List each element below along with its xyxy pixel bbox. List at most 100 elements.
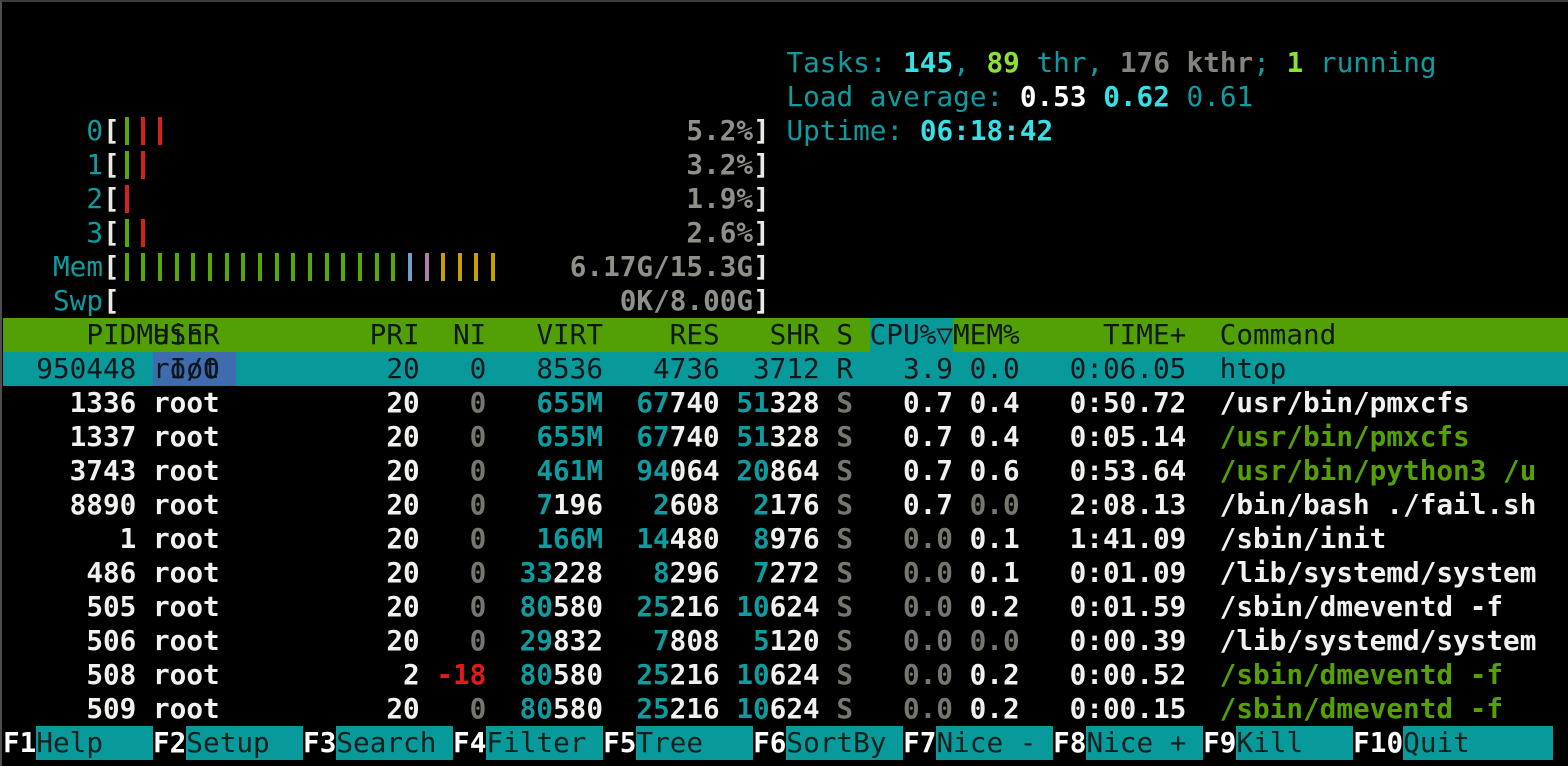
text-segment: 228 bbox=[552, 556, 603, 589]
cell-mem: 0.2 bbox=[953, 590, 1020, 624]
cell-ni: 0 bbox=[436, 386, 487, 420]
text-segment: 0 bbox=[469, 352, 487, 385]
table-row[interactable]: 3743 root 20 0 461M 94064 20864 S 0.7 0.6 0:53.64/… bbox=[3, 454, 1568, 488]
text-segment: 0 bbox=[469, 386, 487, 419]
cell-cmd: /usr/bin/python3 /u bbox=[1220, 454, 1568, 488]
load-average-line: Load average: 0.53 0.62 0.61 bbox=[786, 80, 1436, 114]
fkey-f9[interactable]: F9 Kill bbox=[1203, 726, 1354, 760]
text-segment: 20 bbox=[386, 556, 420, 589]
fkey-f10[interactable]: F10 Quit bbox=[1353, 726, 1520, 760]
table-row[interactable]: 1 root 20 0 166M 14480 8976 S 0.0 0.1 1:41.09/sbin… bbox=[3, 522, 1568, 556]
text-segment: 0 bbox=[469, 556, 487, 589]
fbar-filler bbox=[1519, 726, 1554, 760]
text-segment: /usr/bin/python3 /u bbox=[1219, 454, 1537, 487]
cell-user: root bbox=[153, 454, 303, 488]
fkey-f3[interactable]: F3 Search bbox=[303, 726, 454, 760]
uptime-line: Uptime: 06:18:42 bbox=[786, 114, 1436, 148]
meter-bar bbox=[402, 253, 420, 281]
cell-res: 8296 bbox=[620, 556, 720, 590]
text-segment: 94 bbox=[636, 454, 670, 487]
text-segment: 196 bbox=[552, 488, 603, 521]
text-segment: S bbox=[836, 522, 853, 555]
table-row[interactable]: 486 root 20 0 33228 8296 7272 S 0.0 0.1 0:01.09/li… bbox=[3, 556, 1568, 590]
cell-cmd: htop bbox=[1220, 352, 1568, 386]
column-header-time[interactable]: TIME+ bbox=[1102, 318, 1187, 351]
meter-bar bbox=[153, 117, 170, 145]
system-stats: Tasks: 145, 89 thr, 176 kthr; 1 running L… bbox=[786, 46, 1436, 148]
fkey-action-label: Tree bbox=[636, 726, 754, 760]
text-segment: 176 bbox=[769, 488, 820, 521]
cell-cmd: /usr/bin/pmxcfs bbox=[1220, 420, 1568, 454]
text-segment: 505 bbox=[86, 590, 137, 623]
text-segment: 272 bbox=[769, 556, 820, 589]
column-header-cmd[interactable]: Command bbox=[1219, 318, 1337, 351]
text-segment: 4736 bbox=[652, 352, 720, 385]
table-row[interactable]: 950448 root 20 0 8536 4736 3712 R 3.9 0.0 0:06.05 h… bbox=[3, 352, 1568, 386]
text-segment: 25 bbox=[636, 590, 670, 623]
meter-3: 3[2.6%] bbox=[3, 216, 1568, 250]
column-header-res[interactable]: RES bbox=[669, 318, 720, 351]
column-header-pri[interactable]: PRI bbox=[369, 318, 420, 351]
text-segment: 0 bbox=[469, 454, 487, 487]
fkey-f1[interactable]: F1 Help bbox=[3, 726, 154, 760]
column-header-shr[interactable]: SHR bbox=[769, 318, 820, 351]
fkey-f8[interactable]: F8 Nice + bbox=[1053, 726, 1204, 760]
column-header-s[interactable]: S bbox=[836, 318, 853, 351]
column-header-cpu[interactable]: CPU%▽ bbox=[869, 318, 953, 352]
cell-s: S bbox=[836, 488, 853, 522]
table-row[interactable]: 8890 root 20 0 7196 2608 2176 S 0.7 0.0 2:08.13/bi… bbox=[3, 488, 1568, 522]
meter-bar bbox=[136, 253, 153, 281]
fkey-action-label: Setup bbox=[186, 726, 304, 760]
text-segment: S bbox=[836, 488, 853, 521]
meter-bar bbox=[186, 253, 203, 281]
table-row[interactable]: 509 root 20 0 80580 25216 10624 S 0.0 0.2 0:00.15 /… bbox=[3, 692, 1568, 726]
column-header-mem[interactable]: MEM% bbox=[952, 318, 1020, 351]
meter-bar bbox=[352, 253, 370, 281]
text-segment: htop bbox=[1219, 352, 1287, 385]
meter-value: 5.2% bbox=[686, 114, 754, 147]
text-segment: /usr/bin/pmxcfs bbox=[1219, 386, 1470, 419]
tab-io[interactable]: I/O bbox=[153, 352, 237, 386]
column-header-virt[interactable]: VIRT bbox=[536, 318, 603, 351]
cell-cmd: /sbin/dmeventd -f bbox=[1220, 658, 1568, 692]
tab-main[interactable]: Main bbox=[119, 318, 220, 352]
text-segment: S bbox=[836, 624, 853, 657]
cell-mem: 0.0 bbox=[953, 624, 1020, 658]
cell-s: S bbox=[836, 386, 853, 420]
text-segment: 461M bbox=[536, 454, 603, 487]
fkey-f4[interactable]: F4 Filter bbox=[453, 726, 604, 760]
cell-time: 0:00.15 bbox=[1053, 692, 1187, 726]
fkey-f5[interactable]: F5 Tree bbox=[603, 726, 754, 760]
table-row[interactable]: 506 root 20 0 29832 7808 5120 S 0.0 0.0 0:00.39/li… bbox=[3, 624, 1568, 658]
cell-user: root bbox=[153, 386, 303, 420]
cell-cpu: 0.0 bbox=[870, 658, 953, 692]
meter-bars bbox=[119, 253, 503, 281]
fkey-f6[interactable]: F6 SortBy bbox=[753, 726, 904, 760]
cell-cmd: /lib/systemd/system bbox=[1220, 556, 1568, 590]
cell-time: 0:00.52 bbox=[1053, 658, 1187, 692]
fkey-f7[interactable]: F7 Nice - bbox=[903, 726, 1054, 760]
text-segment: 51 bbox=[736, 386, 770, 419]
table-row[interactable]: 1337 root 20 0 655M 67740 51328 S 0.7 0.4 0:05.14 /… bbox=[3, 420, 1568, 454]
text-segment: 8 bbox=[752, 522, 770, 555]
column-header-user[interactable]: USER bbox=[152, 318, 220, 351]
cell-cpu: 0.0 bbox=[870, 522, 953, 556]
fkey-f2[interactable]: F2 Setup bbox=[153, 726, 304, 760]
text-segment: 0:06.05 bbox=[1069, 352, 1187, 385]
cell-user: root bbox=[153, 420, 303, 454]
meter-bar bbox=[119, 185, 137, 213]
table-row[interactable]: 505 root 20 0 80580 25216 10624 S 0.0 0.2 0:01.59 /… bbox=[3, 590, 1568, 624]
cell-cpu: 0.7 bbox=[870, 488, 953, 522]
text-segment: 3743 bbox=[69, 454, 137, 487]
cell-shr: 20864 bbox=[736, 454, 819, 488]
column-header-ni[interactable]: NI bbox=[452, 318, 487, 351]
meter-bar bbox=[252, 253, 270, 281]
column-header-pid[interactable]: PID bbox=[86, 318, 137, 351]
text-segment: R bbox=[836, 352, 853, 385]
meter-value: 2.6% bbox=[686, 216, 754, 249]
table-row[interactable]: 508 root 2 -18 80580 25216 10624 S 0.0 0.2 0:00.52… bbox=[3, 658, 1568, 692]
text-segment: 296 bbox=[669, 556, 720, 589]
table-row[interactable]: 1336 root 20 0 655M 67740 51328 S 0.7 0.4 0:50.72 /… bbox=[3, 386, 1568, 420]
cell-cpu: 3.9 bbox=[870, 352, 953, 386]
text-segment: 10 bbox=[736, 658, 770, 691]
